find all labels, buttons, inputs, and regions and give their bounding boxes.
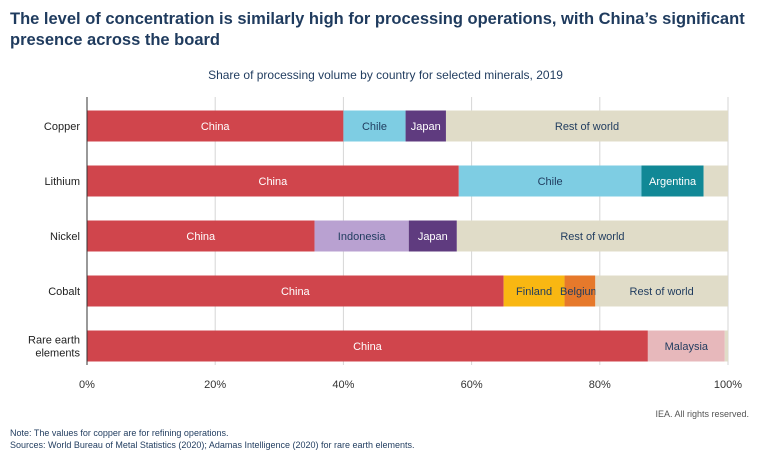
category-label-rare-earth-elements: Rare earth elements	[28, 335, 80, 360]
segment-label-nickel-indonesia: Indonesia	[338, 231, 387, 243]
bar-segment-nickel-china	[87, 220, 315, 252]
segment-label-cobalt-belgium: Belgium	[560, 286, 600, 298]
segment-label-nickel-rest-of-world: Rest of world	[560, 231, 624, 243]
x-tick-label: 100%	[714, 379, 742, 391]
bar-segment-nickel-japan	[408, 220, 457, 252]
x-tick-label: 20%	[204, 379, 226, 391]
x-tick-label: 0%	[79, 379, 95, 391]
segment-label-lithium-chile: Chile	[538, 176, 563, 188]
segment-label-rare-earth-elements-malaysia: Malaysia	[665, 341, 709, 353]
segment-label-copper-china: China	[201, 121, 231, 133]
category-label-nickel: Nickel	[50, 231, 80, 243]
copyright-credit: IEA. All rights reserved.	[655, 409, 749, 419]
bar-segment-cobalt-finland	[503, 275, 565, 307]
segment-label-lithium-china: China	[259, 176, 289, 188]
x-tick-label: 60%	[461, 379, 483, 391]
bar-segment-rare-earth-elements-china	[87, 330, 648, 362]
bar-segment-lithium-china	[87, 165, 459, 197]
segment-label-cobalt-rest-of-world: Rest of world	[630, 286, 694, 298]
bar-segment-cobalt-china	[87, 275, 504, 307]
bar-segment-rare-earth-elements-malaysia	[647, 330, 725, 362]
bar-segment-copper-rest-of-world	[445, 110, 728, 142]
segment-label-rare-earth-elements-china: China	[353, 341, 383, 353]
segment-label-copper-japan: Japan	[411, 121, 441, 133]
chart-subtitle: Share of processing volume by country fo…	[208, 68, 563, 82]
bar-segment-nickel-indonesia	[314, 220, 409, 252]
x-tick-label: 80%	[589, 379, 611, 391]
bar-segment-copper-chile	[343, 110, 406, 142]
bar-segment-lithium-rest-of-world	[703, 165, 728, 197]
category-label-lithium: Lithium	[45, 176, 80, 188]
bar-segment-copper-japan	[405, 110, 446, 142]
bar-segment-cobalt-belgium	[564, 275, 596, 307]
segment-label-nickel-china: China	[186, 231, 216, 243]
category-label-copper: Copper	[44, 121, 80, 133]
chart-title: The level of concentration is similarly …	[10, 10, 745, 49]
bar-segment-copper-china	[87, 110, 344, 142]
segment-label-nickel-japan: Japan	[418, 231, 448, 243]
sources-text: Sources: World Bureau of Metal Statistic…	[10, 440, 415, 450]
segment-label-lithium-argentina: Argentina	[649, 176, 697, 188]
x-tick-label: 40%	[332, 379, 354, 391]
note-text: Note: The values for copper are for refi…	[10, 428, 229, 438]
bar-segment-cobalt-rest-of-world	[595, 275, 728, 307]
bar-segment-lithium-argentina	[641, 165, 704, 197]
segment-label-copper-rest-of-world: Rest of world	[555, 121, 619, 133]
stacked-bar-chart: 0% 20% 40% 60% 80% 100% Copper China Chile Japan R…	[28, 97, 742, 391]
bar-segment-rare-earth-elements-rest-of-world	[724, 330, 728, 362]
bar-segment-lithium-chile	[458, 165, 642, 197]
segment-label-cobalt-china: China	[281, 286, 311, 298]
bar-segment-nickel-rest-of-world	[456, 220, 728, 252]
segment-label-cobalt-finland: Finland	[516, 286, 552, 298]
segment-label-copper-chile: Chile	[362, 121, 387, 133]
category-label-cobalt: Cobalt	[48, 286, 80, 298]
